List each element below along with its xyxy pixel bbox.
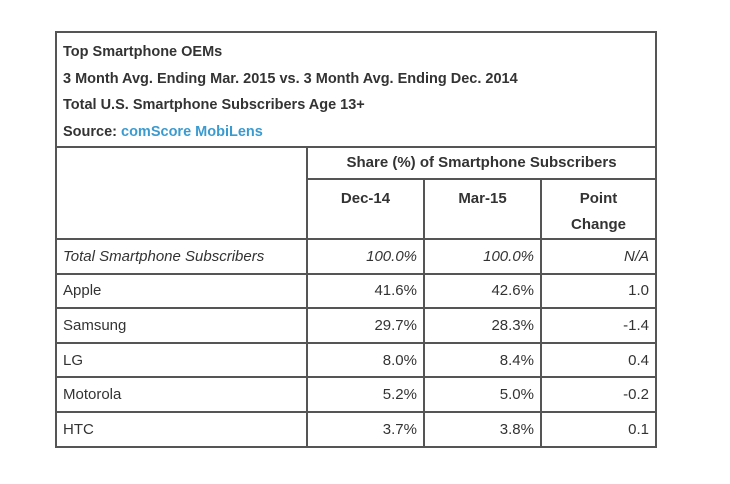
row-label: HTC [57,410,308,447]
cell-change: 0.4 [539,341,656,379]
cell-change: 0.1 [539,410,656,447]
table-header-block: Top Smartphone OEMs 3 Month Avg. Ending … [57,33,655,148]
table-row-motorola: Motorola 5.2% 5.0% -0.2 [57,376,656,413]
table-title: Top Smartphone OEMs [63,44,223,60]
cell-mar15: 8.4% [423,341,542,379]
cell-change: -1.4 [539,307,656,344]
group-header-row: Share (%) of Smartphone Subscribers [57,146,656,240]
cell-dec14: 5.2% [306,376,425,413]
cell-mar15: 28.3% [423,307,542,344]
cell-mar15: 100.0% [423,238,542,275]
cell-mar15: 3.8% [423,410,542,447]
table-row-apple: Apple 41.6% 42.6% 1.0 [57,272,656,310]
cell-dec14: 29.7% [306,307,425,344]
column-header-point-change: Point Change [539,178,656,240]
row-label: LG [57,341,308,379]
row-label: Apple [57,272,308,310]
table-population: Total U.S. Smartphone Subscribers Age 13… [63,97,365,113]
column-header-mar15: Mar-15 [423,178,542,240]
cell-change: -0.2 [539,376,656,413]
oem-share-table-frame: Top Smartphone OEMs 3 Month Avg. Ending … [55,31,657,448]
source-link[interactable]: comScore MobiLens [121,123,263,140]
table-row-htc: HTC 3.7% 3.8% 0.1 [57,410,656,447]
cell-change: N/A [539,238,656,275]
cell-mar15: 42.6% [423,272,542,310]
empty-corner-cell [57,146,308,240]
cell-dec14: 8.0% [306,341,425,379]
cell-dec14: 100.0% [306,238,425,275]
group-header-share: Share (%) of Smartphone Subscribers [305,146,656,180]
source-label: Source: [63,123,122,140]
column-header-change: Change [571,216,627,233]
table-source: Source: comScore MobiLens [63,119,655,146]
cell-change: 1.0 [539,272,656,310]
table-row-samsung: Samsung 29.7% 28.3% -1.4 [57,307,656,344]
cell-dec14: 41.6% [306,272,425,310]
cell-mar15: 5.0% [423,376,542,413]
table-row-lg: LG 8.0% 8.4% 0.4 [57,341,656,379]
table-row-total: Total Smartphone Subscribers 100.0% 100.… [57,238,656,275]
cell-dec14: 3.7% [306,410,425,447]
table-subtitle: 3 Month Avg. Ending Mar. 2015 vs. 3 Mont… [63,70,518,87]
row-label: Total Smartphone Subscribers [57,238,308,275]
row-label: Samsung [57,307,308,344]
column-header-dec14: Dec-14 [307,178,425,240]
column-header-point: Point [579,190,618,207]
share-table: Share (%) of Smartphone Subscribers Dec-… [57,146,656,447]
row-label: Motorola [57,376,308,413]
column-header-row: Dec-14 Mar-15 Point Change [57,178,656,240]
